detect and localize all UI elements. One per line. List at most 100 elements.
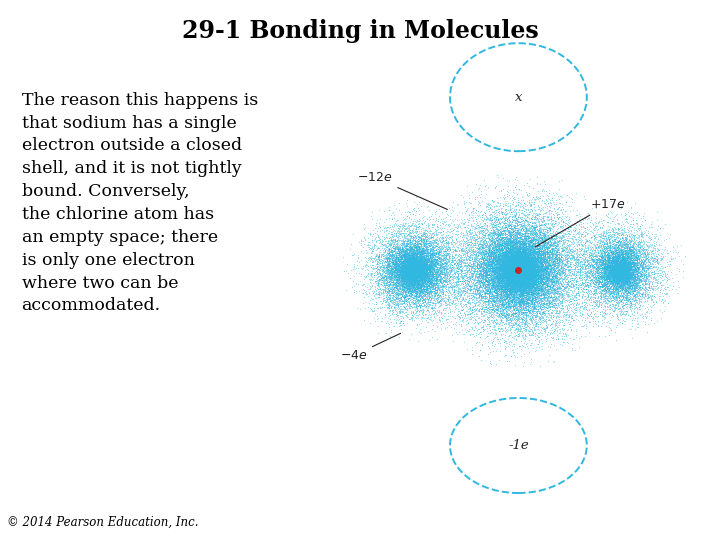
Point — [516, 262, 527, 271]
Point — [661, 282, 672, 291]
Point — [377, 238, 388, 246]
Point — [613, 266, 625, 275]
Point — [492, 252, 504, 261]
Point — [606, 275, 618, 284]
Point — [466, 262, 477, 271]
Point — [408, 238, 419, 247]
Point — [408, 267, 419, 276]
Point — [521, 268, 532, 276]
Point — [527, 265, 539, 274]
Point — [492, 259, 503, 268]
Point — [520, 267, 531, 275]
Point — [503, 269, 515, 278]
Point — [531, 319, 543, 328]
Point — [510, 275, 522, 284]
Point — [415, 253, 426, 261]
Point — [613, 266, 625, 274]
Point — [630, 290, 642, 299]
Point — [486, 247, 498, 256]
Point — [616, 272, 627, 280]
Point — [541, 260, 552, 268]
Point — [507, 257, 518, 266]
Point — [514, 261, 526, 270]
Point — [469, 328, 481, 337]
Point — [506, 273, 518, 281]
Point — [509, 264, 521, 273]
Point — [402, 268, 413, 276]
Point — [503, 262, 515, 271]
Point — [606, 256, 618, 265]
Point — [512, 267, 523, 275]
Point — [516, 237, 527, 245]
Point — [395, 258, 407, 267]
Point — [503, 268, 514, 276]
Point — [612, 229, 624, 238]
Point — [603, 286, 615, 295]
Point — [539, 215, 550, 224]
Point — [492, 256, 503, 265]
Point — [523, 276, 534, 285]
Point — [510, 293, 521, 301]
Point — [474, 286, 486, 295]
Point — [415, 292, 427, 300]
Point — [414, 247, 426, 256]
Point — [525, 256, 536, 265]
Point — [520, 266, 531, 275]
Point — [614, 245, 626, 253]
Point — [609, 253, 621, 262]
Point — [524, 262, 536, 271]
Point — [585, 258, 597, 267]
Point — [372, 260, 383, 268]
Point — [521, 274, 532, 282]
Point — [527, 295, 539, 303]
Point — [477, 249, 489, 258]
Point — [610, 284, 621, 292]
Point — [553, 260, 564, 269]
Point — [511, 284, 523, 293]
Point — [616, 264, 628, 272]
Point — [499, 299, 510, 307]
Point — [501, 255, 513, 264]
Point — [397, 246, 408, 255]
Point — [480, 242, 491, 251]
Point — [507, 275, 518, 284]
Point — [612, 228, 624, 237]
Point — [433, 282, 444, 291]
Point — [503, 237, 515, 246]
Point — [453, 260, 464, 269]
Point — [629, 283, 640, 292]
Point — [516, 266, 527, 274]
Point — [506, 247, 518, 255]
Point — [413, 278, 424, 287]
Point — [627, 286, 639, 294]
Point — [426, 233, 437, 242]
Point — [587, 271, 598, 279]
Point — [510, 262, 521, 271]
Point — [539, 230, 550, 239]
Point — [406, 265, 418, 273]
Point — [611, 265, 623, 273]
Point — [408, 266, 420, 274]
Point — [606, 266, 617, 274]
Point — [491, 253, 503, 262]
Point — [386, 254, 397, 263]
Point — [505, 273, 516, 282]
Point — [422, 264, 433, 272]
Point — [642, 262, 654, 271]
Point — [538, 278, 549, 287]
Point — [410, 232, 421, 240]
Point — [425, 261, 436, 270]
Point — [510, 278, 521, 287]
Point — [390, 286, 401, 294]
Point — [474, 346, 485, 354]
Point — [498, 253, 510, 262]
Point — [465, 234, 477, 243]
Point — [646, 284, 657, 292]
Point — [379, 271, 390, 280]
Point — [589, 245, 600, 254]
Point — [415, 269, 427, 278]
Point — [387, 235, 399, 244]
Point — [451, 242, 462, 251]
Point — [500, 239, 511, 247]
Point — [616, 260, 627, 268]
